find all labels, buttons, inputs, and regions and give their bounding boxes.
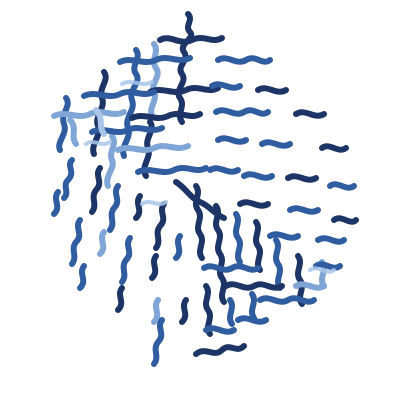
diagonal-squiggle <box>119 235 133 285</box>
wave-stroke <box>293 109 327 119</box>
diagonal-squiggle <box>107 183 121 233</box>
diagonal-squiggle <box>97 229 107 257</box>
diagonal-squiggle <box>149 253 159 281</box>
wave-stroke <box>223 281 285 291</box>
vertical-squiggle <box>249 291 257 321</box>
wave-stroke <box>259 139 293 149</box>
left-face <box>51 157 189 367</box>
wave-stroke <box>215 55 273 65</box>
wave-stroke <box>209 81 243 91</box>
vertical-squiggle <box>227 297 235 327</box>
highlight-stroke <box>120 80 154 86</box>
top-stroke <box>93 107 107 137</box>
wave-stroke <box>255 85 289 95</box>
top-stroke <box>81 89 157 99</box>
diagonal-squiggle <box>151 297 161 325</box>
top-stroke <box>56 95 71 153</box>
wave-stroke <box>207 165 241 175</box>
wave-stroke <box>201 263 261 273</box>
wave-stroke <box>287 205 321 215</box>
wave-stroke <box>331 215 359 225</box>
wave-stroke <box>267 231 301 241</box>
wave-stroke <box>237 199 271 209</box>
wave-stroke <box>315 235 347 245</box>
top-stroke <box>104 133 117 189</box>
right-face <box>207 55 359 245</box>
diagonal-squiggle <box>89 165 103 215</box>
top-stroke <box>129 111 203 121</box>
diagonal-squiggle <box>173 233 183 261</box>
wave-stroke <box>193 343 247 357</box>
top-stroke <box>148 41 161 119</box>
vertical-squiggle <box>273 237 283 291</box>
top-stroke <box>135 165 209 175</box>
vertical-squiggle <box>193 183 205 261</box>
wave-stroke <box>327 181 357 191</box>
diagonal-squiggle <box>77 263 87 291</box>
diagonal-squiggle <box>115 285 125 313</box>
vertical-squiggle <box>233 211 243 265</box>
wave-stroke <box>285 173 319 183</box>
diagonal-squiggle <box>69 217 83 267</box>
diagonal-squiggle <box>51 189 61 217</box>
wave-stroke <box>235 315 269 325</box>
diagonal-squiggle <box>151 317 165 367</box>
wave-stroke <box>313 261 343 271</box>
top-face <box>51 11 227 221</box>
diagonal-squiggle <box>179 297 189 325</box>
diagonal-squiggle <box>133 193 143 221</box>
highlight-strokes <box>84 80 336 274</box>
top-stroke <box>147 85 221 95</box>
wave-stroke <box>213 107 271 117</box>
bottom-face <box>193 183 343 357</box>
vertical-squiggle <box>253 219 263 273</box>
top-stroke <box>175 11 195 125</box>
wave-stroke <box>241 171 275 181</box>
diagonal-squiggle <box>61 157 75 201</box>
highlight-stroke <box>140 200 168 206</box>
wave-stroke <box>257 295 317 305</box>
top-stroke <box>157 35 225 45</box>
top-stroke <box>120 47 141 159</box>
top-stroke <box>115 143 191 153</box>
top-stroke <box>117 55 193 65</box>
wave-stroke <box>203 325 237 335</box>
wave-stroke <box>319 143 349 153</box>
highlight-stroke <box>308 266 336 274</box>
wave-stroke <box>215 135 249 145</box>
top-stroke <box>51 109 127 119</box>
wave-stroke <box>293 281 327 291</box>
diagonal-squiggle <box>153 201 167 251</box>
highlight-stroke <box>84 140 112 146</box>
top-stroke <box>67 117 79 147</box>
